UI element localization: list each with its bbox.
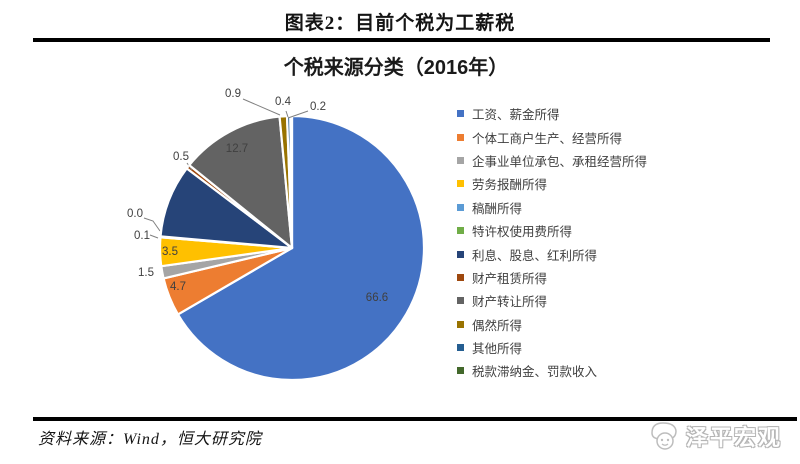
- pie-slice: [188, 115, 294, 250]
- legend-label: 劳务报酬所得: [472, 178, 548, 193]
- leader-line: [287, 110, 309, 119]
- data-label: 0.9: [225, 88, 241, 100]
- legend-marker-icon: [457, 227, 464, 235]
- data-label: 1.5: [138, 267, 154, 279]
- legend-item: 个体工商户生产、经营所得: [457, 125, 647, 148]
- legend-marker-icon: [457, 180, 464, 188]
- legend-label: 利息、股息、红利所得: [472, 248, 598, 263]
- data-label: 3.5: [162, 246, 178, 258]
- legend-marker-icon: [457, 133, 464, 141]
- legend-marker-icon: [457, 273, 464, 281]
- zeping-avatar-icon: [651, 422, 677, 450]
- data-label: 0.1: [134, 230, 150, 242]
- data-label: 12.7: [226, 143, 248, 155]
- legend-marker-icon: [457, 297, 464, 305]
- legend-item: 财产转让所得: [457, 289, 647, 312]
- bottom-divider: [33, 417, 797, 421]
- legend-item: 工资、薪金所得: [457, 102, 647, 125]
- leader-line: [242, 98, 281, 116]
- chart-title: 个税来源分类（2016年）: [283, 57, 509, 79]
- data-label: 0.0: [127, 208, 143, 220]
- legend-item: 财产租赁所得: [457, 266, 647, 289]
- legend-marker-icon: [457, 156, 464, 164]
- data-label: 4.7: [170, 281, 186, 293]
- top-divider: [33, 38, 770, 42]
- legend-marker-icon: [457, 110, 464, 118]
- source-note: 资料来源：Wind，恒大研究院: [38, 431, 262, 448]
- data-label: 0.2: [310, 101, 326, 113]
- legend-label: 工资、薪金所得: [472, 108, 560, 123]
- legend-marker-icon: [457, 203, 464, 211]
- leader-line: [285, 110, 289, 118]
- legend-label: 其他所得: [472, 342, 523, 357]
- data-label: 0.4: [275, 96, 292, 108]
- leader-line: [143, 217, 161, 232]
- figure-title: 图表2：目前个税为工薪税: [284, 13, 516, 34]
- watermark-text: 泽平宏观: [686, 425, 783, 450]
- legend-item: 利息、股息、红利所得: [457, 242, 647, 265]
- legend-label: 稿酬所得: [472, 201, 523, 216]
- legend-label: 个体工商户生产、经营所得: [472, 131, 623, 146]
- legend-label: 财产租赁所得: [472, 271, 548, 286]
- data-label: 66.6: [366, 292, 388, 304]
- legend-item: 稿酬所得: [457, 196, 647, 219]
- legend-marker-icon: [457, 344, 464, 352]
- leader-line: [149, 234, 159, 239]
- legend-marker-icon: [457, 367, 464, 375]
- legend-marker-icon: [457, 320, 464, 328]
- pie-slice: [176, 114, 426, 382]
- legend-item: 偶然所得: [457, 313, 647, 336]
- legend-marker-icon: [457, 250, 464, 258]
- legend-item: 税款滞纳金、罚款收入: [457, 359, 647, 382]
- legend: 工资、薪金所得个体工商户生产、经营所得企事业单位承包、承租经营所得 劳务报酬所得稿…: [457, 102, 647, 383]
- pie-slice: [289, 114, 294, 250]
- legend-item: 劳务报酬所得: [457, 172, 647, 195]
- legend-label: 特许权使用费所得: [472, 225, 573, 240]
- legend-label: 税款滞纳金、罚款收入: [472, 365, 598, 380]
- data-label: 0.5: [173, 151, 189, 163]
- legend-item: 其他所得: [457, 336, 647, 359]
- legend-label: 企事业单位承包、承租经营所得: [472, 154, 648, 169]
- legend-label: 偶然所得: [472, 318, 523, 333]
- legend-item: 特许权使用费所得: [457, 219, 647, 242]
- watermark: 泽平宏观: [648, 419, 782, 453]
- legend-label: 财产转让所得: [472, 295, 548, 310]
- legend-item: 企事业单位承包、承租经营所得: [457, 149, 647, 172]
